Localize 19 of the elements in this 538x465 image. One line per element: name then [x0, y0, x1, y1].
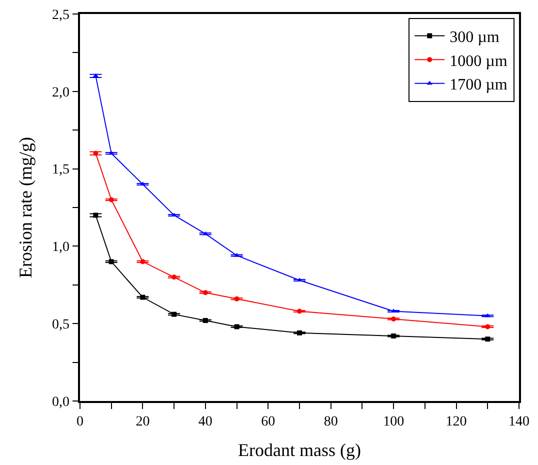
x-tick-label: 40: [198, 414, 212, 430]
x-tick-label: 80: [324, 414, 338, 430]
y-tick-label: 2,5: [52, 8, 70, 23]
y-tick-label: 0,0: [52, 394, 70, 410]
y-tick-label: 1,5: [52, 162, 70, 178]
x-tick-label: 140: [508, 414, 530, 430]
y-tick-label: 2,0: [52, 85, 70, 100]
x-axis-title: Erodant mass (g): [238, 440, 361, 460]
x-tick-label: 120: [446, 414, 467, 430]
x-tick-label: 60: [261, 414, 276, 430]
x-tick-label: 20: [136, 414, 150, 430]
legend-label: 1700 µm: [450, 76, 508, 94]
legend-label: 300 µm: [450, 29, 500, 46]
legend-label: 1000 µm: [450, 52, 508, 70]
x-tick-label: 100: [383, 414, 404, 430]
y-tick-label: 1,0: [52, 240, 70, 256]
y-tick-label: 0,5: [52, 318, 70, 332]
y-axis-title: Erosion rate (mg/g): [16, 137, 36, 278]
x-tick-label: 0: [76, 414, 84, 430]
